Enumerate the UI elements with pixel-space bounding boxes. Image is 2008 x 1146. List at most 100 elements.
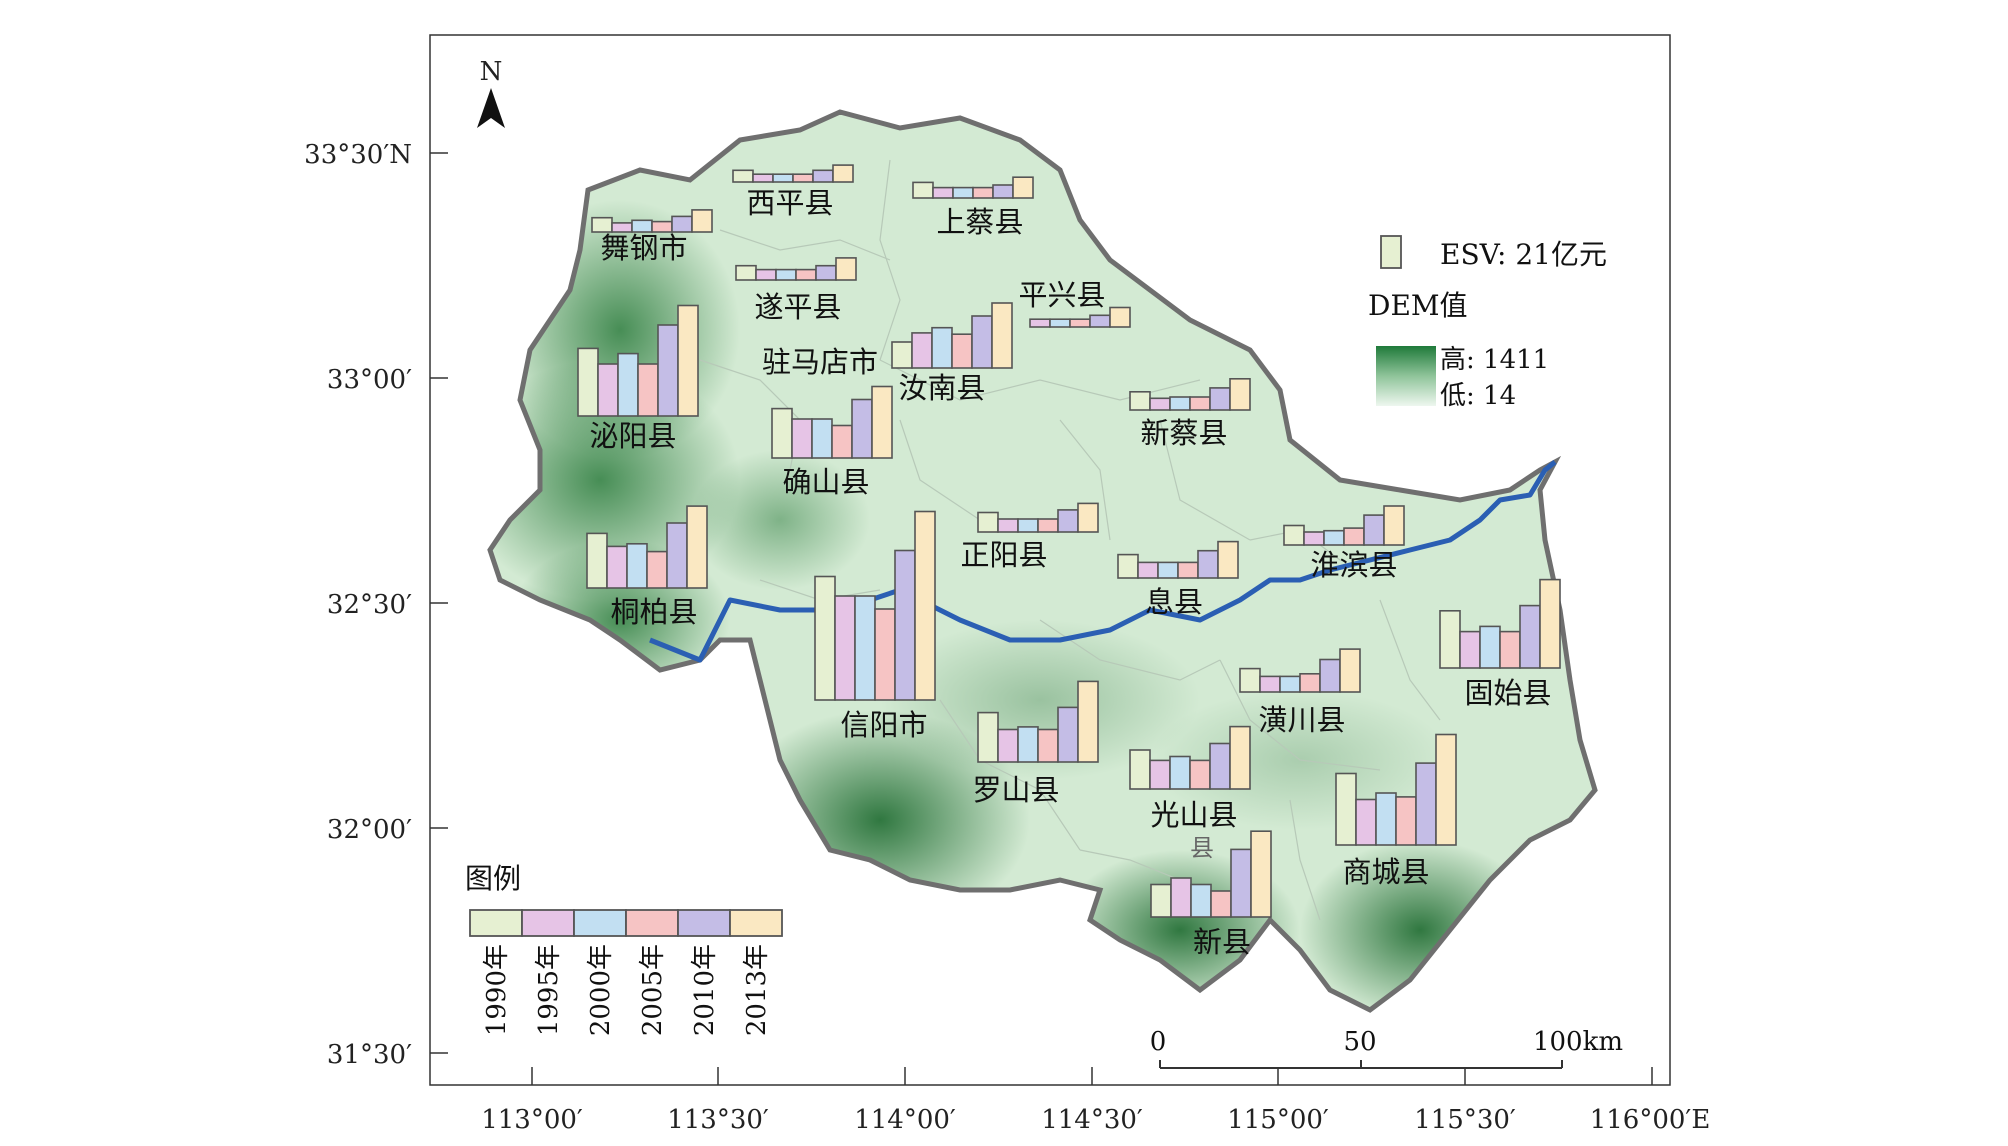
esv-bar [971,315,993,369]
label-huangchuan: 潢川县 [1258,703,1345,737]
esv-bar [1339,648,1361,693]
esv-bar [912,181,934,199]
esv-bar [792,173,814,183]
esv-bar [617,352,639,417]
esv-bar [1109,306,1131,328]
esv-bar [1363,514,1385,546]
lon-tick-label: 114°00′ [854,1105,956,1135]
esv-bar [1519,604,1541,669]
lon-tick-label: 113°30′ [667,1105,769,1135]
esv-bar [1157,561,1179,579]
legend-year-swatch [573,909,627,937]
esv-bar [591,216,613,233]
esv-bar [1355,798,1377,846]
lat-axis: 33°30′N 33°00′ 32°30′ 32°00′ 31°30′ [304,140,448,1070]
north-arrow-icon [477,88,505,128]
esv-bar [1197,549,1219,579]
esv-bar [1323,529,1345,546]
esv-bar [891,341,913,369]
legend-year-swatch [521,909,575,937]
esv-bar [755,268,777,281]
lat-tick-label: 33°30′N [304,140,412,170]
esv-bar [1017,518,1039,533]
scalebar-label: 0 [1150,1027,1167,1057]
scalebar: 0 50 100km [1150,1027,1623,1069]
lat-tick-label: 33°00′ [327,365,412,395]
esv-bar [1057,509,1079,533]
esv-bar [1190,883,1212,918]
esv-bar [972,186,994,199]
esv-bar [1229,725,1251,790]
esv-bar [871,385,893,459]
esv-bar [1077,502,1099,533]
esv-bar [1129,749,1151,790]
esv-bar [586,532,608,589]
dem-title: DEM值 [1368,289,1468,322]
esv-bar [1229,377,1251,411]
legend-year-label: 1995年 [534,944,564,1036]
esv-bar [1259,675,1281,693]
lon-tick-label: 115°30′ [1414,1105,1516,1135]
esv-bar [1017,726,1039,763]
esv-bar [1189,759,1211,790]
label-xinyang: 信阳市 [840,708,927,742]
esv-bar [791,418,813,459]
esv-bar [894,549,916,701]
esv-bar [1137,561,1159,579]
esv-bar [1117,553,1139,579]
label-biyang: 泌阳县 [589,419,676,453]
esv-bar [597,363,619,417]
dem-gradient-ramp [1376,346,1436,406]
north-arrow: N [477,57,505,128]
esv-bar [795,268,817,281]
esv-bar [1439,609,1461,669]
esv-bar [1069,318,1091,328]
esv-bar [1012,176,1034,199]
esv-bar [874,608,896,701]
esv-bar [1250,830,1272,918]
esv-bar [1283,524,1305,546]
esv-bar [992,184,1014,199]
esv-bar [772,173,794,183]
scalebar-label: 50 [1343,1027,1376,1057]
esv-bar [1049,318,1071,328]
esv-legend-swatch [1380,235,1402,269]
esv-bar [811,418,833,459]
esv-bar [1209,387,1231,411]
esv-bar [1149,397,1171,411]
esv-bar [911,332,933,369]
esv-bar [735,264,757,281]
esv-bar [1479,625,1501,669]
esv-bar [834,595,856,701]
legend-year-swatch [677,909,731,937]
esv-bar [814,575,836,701]
esv-bar [931,326,953,369]
legend-esv: ESV: 21亿元 [1380,235,1607,271]
esv-bar [1395,796,1417,846]
legend-years: 图例 1990年 1995年 2000年 2005年 2010年 2013年 [465,862,783,1036]
esv-bar [832,164,854,183]
lon-tick-label: 115°00′ [1227,1105,1329,1135]
esv-bar [577,347,599,417]
label-shangcheng: 商城县 [1342,855,1429,889]
esv-bar [997,518,1019,533]
esv-bar [1037,518,1059,533]
label-wugang: 舞钢市 [600,231,687,265]
esv-bar-charts [577,164,1561,918]
esv-bar [646,550,668,589]
esv-bar [1057,706,1079,763]
label-runan: 汝南县 [898,371,985,405]
label-xincai: 新蔡县 [1140,416,1227,450]
legend-year-label: 1990年 [482,944,512,1036]
esv-bar [812,169,834,183]
esv-bar [1210,890,1232,918]
esv-bar [1077,680,1099,763]
esv-bar [831,424,853,459]
esv-bar [1150,883,1172,918]
legend-year-label: 2013年 [742,944,772,1036]
label-xixian: 息县 [1145,585,1203,619]
dem-high-label: 高: 1411 [1440,345,1549,375]
label-gushi: 固始县 [1464,676,1551,710]
esv-bar [637,363,659,417]
esv-bar [657,324,679,417]
